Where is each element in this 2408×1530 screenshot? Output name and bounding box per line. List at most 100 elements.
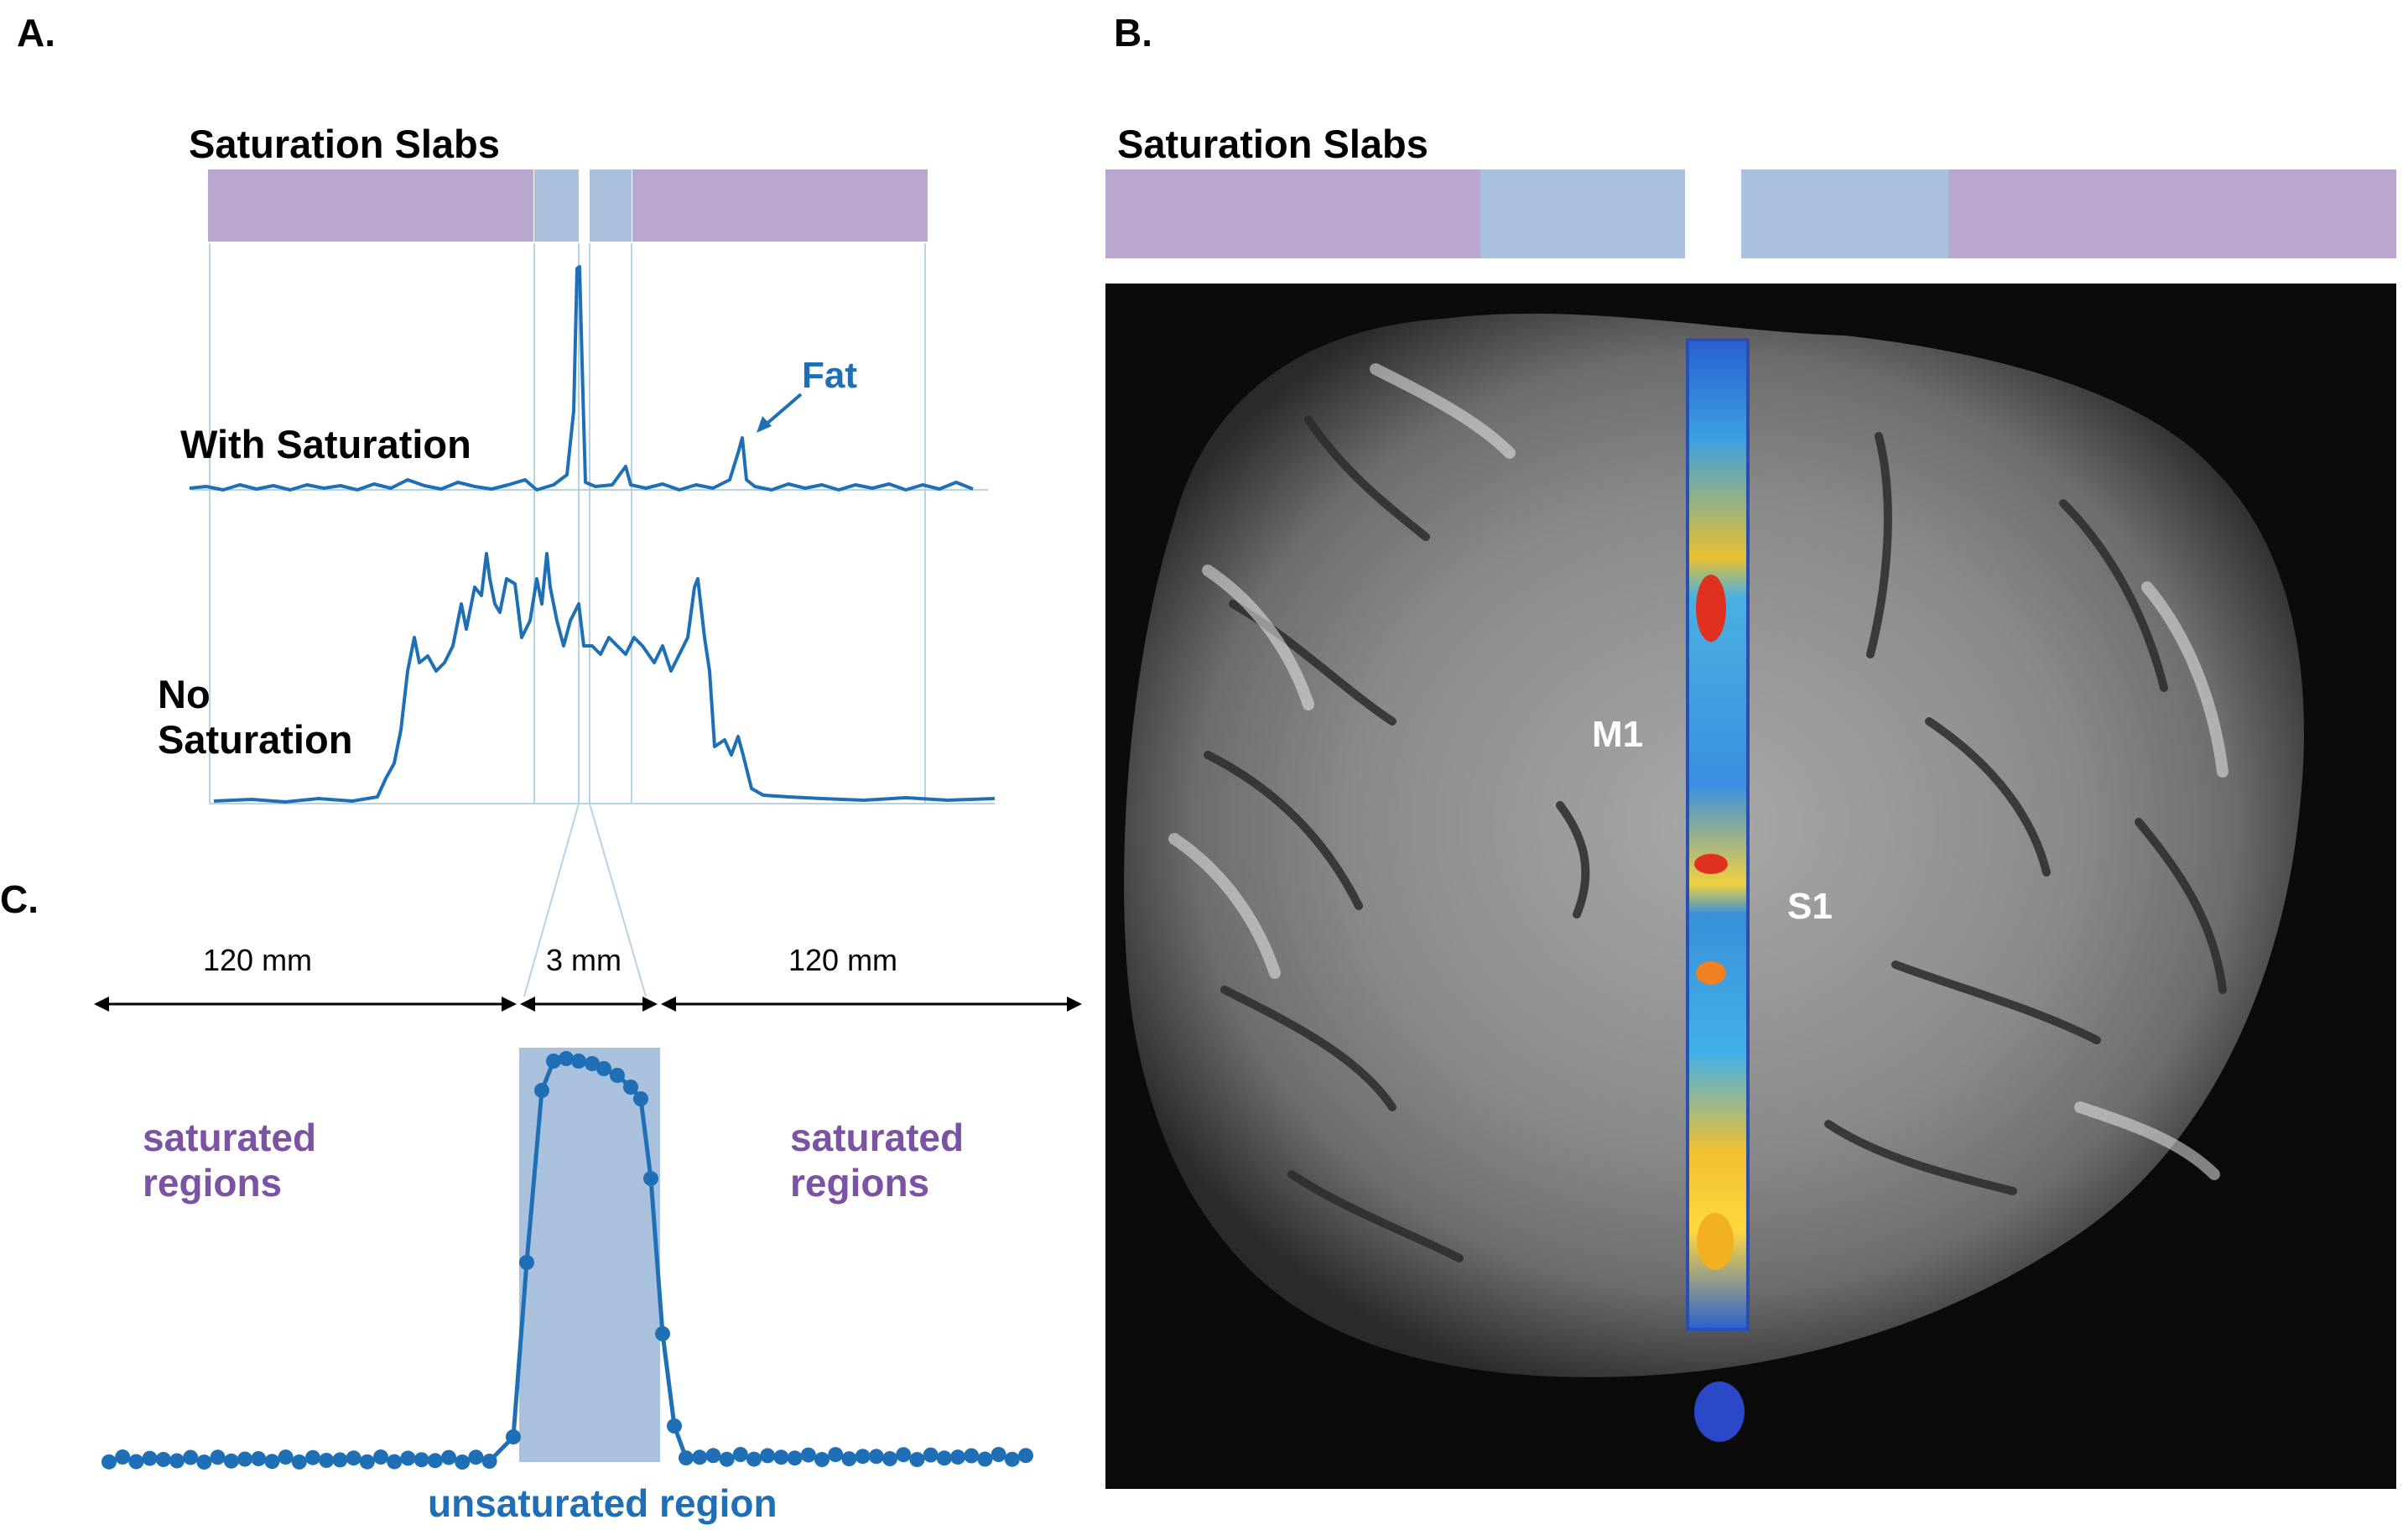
- profile-point: [183, 1449, 199, 1465]
- slab-b-unsaturated-left: [1480, 169, 1685, 258]
- profile-point: [760, 1448, 776, 1464]
- profile-point: [705, 1448, 721, 1464]
- profile-point: [679, 1450, 694, 1466]
- slab-b-saturated-left: [1105, 169, 1480, 258]
- profile-point: [800, 1447, 816, 1463]
- profile-point: [950, 1449, 965, 1465]
- profile-point: [346, 1450, 361, 1466]
- s1-label: S1: [1787, 886, 1833, 927]
- profile-point: [1004, 1451, 1020, 1467]
- profile-point: [237, 1451, 252, 1467]
- profile-point: [882, 1451, 897, 1466]
- slab-unsaturated-left: [534, 169, 579, 242]
- profile-point: [359, 1454, 375, 1470]
- panel-a: A. Saturation Slabs With Saturation No S…: [17, 11, 996, 804]
- dimension-left-label: 120 mm: [203, 943, 312, 977]
- profile-point: [868, 1449, 884, 1465]
- saturated-right-line1: saturated: [790, 1116, 964, 1159]
- profile-point: [278, 1449, 294, 1465]
- slab-b-unsaturated-right: [1741, 169, 1948, 258]
- profile-point: [1018, 1448, 1033, 1464]
- profile-point: [692, 1449, 708, 1465]
- profile-point: [841, 1451, 857, 1467]
- profile-point: [481, 1454, 497, 1469]
- profile-point: [896, 1447, 912, 1463]
- profile-point: [210, 1449, 226, 1465]
- profile-point: [909, 1452, 925, 1467]
- no-saturation-label-line2: Saturation: [158, 717, 352, 762]
- profile-point: [732, 1447, 748, 1462]
- profile-point: [142, 1450, 158, 1466]
- dimension-center-label: 3 mm: [546, 943, 622, 977]
- profile-point: [814, 1452, 830, 1467]
- profile-point: [101, 1454, 117, 1470]
- profile-point: [667, 1418, 682, 1434]
- slice-profile-points: [101, 1051, 1033, 1470]
- slab-unsaturated-right: [590, 169, 632, 242]
- profile-point: [623, 1080, 638, 1095]
- unsaturated-region-label: unsaturated region: [428, 1481, 778, 1525]
- profile-point: [413, 1452, 429, 1468]
- profile-point: [264, 1454, 280, 1470]
- panel-a-saturation-slabs: [208, 169, 928, 242]
- profile-point: [923, 1447, 939, 1463]
- brain-highlights: [1168, 363, 2229, 1180]
- panel-b-slab-title: Saturation Slabs: [1117, 122, 1428, 166]
- profile-point: [373, 1449, 388, 1465]
- profile-point: [559, 1051, 574, 1066]
- slab-b-saturated-right: [1948, 169, 2396, 258]
- saturated-left-line1: saturated: [143, 1116, 316, 1159]
- profile-point: [596, 1061, 611, 1076]
- profile-point: [534, 1083, 549, 1098]
- profile-point: [319, 1453, 335, 1468]
- profile-point: [977, 1451, 993, 1467]
- unsaturated-region-box: [519, 1048, 660, 1462]
- profile-point: [155, 1451, 171, 1467]
- dimension-arrows: [94, 997, 1082, 1012]
- profile-point: [655, 1326, 670, 1341]
- profile-point: [719, 1451, 735, 1467]
- profile-point: [936, 1450, 952, 1466]
- panel-c: C. 120 mm 3 mm 120 mm saturated regions …: [0, 803, 1082, 1525]
- saturated-left-line2: regions: [143, 1161, 282, 1205]
- fat-arrow-shaft: [763, 393, 803, 427]
- profile-point: [387, 1454, 403, 1470]
- profile-point: [400, 1450, 416, 1466]
- profile-point: [991, 1447, 1006, 1462]
- slab-saturated-right: [632, 169, 928, 242]
- profile-point: [643, 1171, 658, 1186]
- profile-point: [964, 1448, 980, 1464]
- slice-profile: [101, 1051, 1033, 1470]
- panel-a-letter: A.: [17, 11, 55, 55]
- profile-point: [441, 1449, 456, 1465]
- profile-point: [519, 1255, 534, 1270]
- panel-b-letter: B.: [1114, 11, 1152, 55]
- profile-point: [546, 1054, 561, 1069]
- panel-b-saturation-slabs: [1105, 169, 2396, 258]
- profile-point: [115, 1449, 131, 1465]
- profile-point: [633, 1091, 648, 1106]
- with-saturation-label: With Saturation: [180, 422, 471, 466]
- dimension-right-label: 120 mm: [788, 943, 897, 977]
- m1-label: M1: [1592, 714, 1643, 755]
- profile-point: [427, 1453, 443, 1469]
- profile-point: [455, 1455, 471, 1470]
- measurement-strip: [1686, 338, 1750, 1331]
- panel-a-slab-title: Saturation Slabs: [189, 122, 500, 166]
- profile-point: [610, 1068, 625, 1083]
- with-saturation-trace: [189, 265, 974, 492]
- profile-point: [585, 1056, 600, 1071]
- fat-label: Fat: [802, 355, 857, 396]
- profile-point: [746, 1451, 762, 1467]
- panel-b: B. Saturation Slabs: [1105, 11, 2396, 1489]
- panel-c-letter: C.: [0, 877, 39, 921]
- brain-sulci: [1204, 415, 2227, 1262]
- profile-point: [169, 1453, 185, 1469]
- profile-point: [506, 1429, 521, 1444]
- profile-point: [291, 1454, 307, 1470]
- no-saturation-label-line1: No: [158, 672, 211, 716]
- slab-saturated-left: [208, 169, 533, 242]
- profile-point: [128, 1454, 144, 1470]
- panel-a-guide-lines: [191, 243, 995, 804]
